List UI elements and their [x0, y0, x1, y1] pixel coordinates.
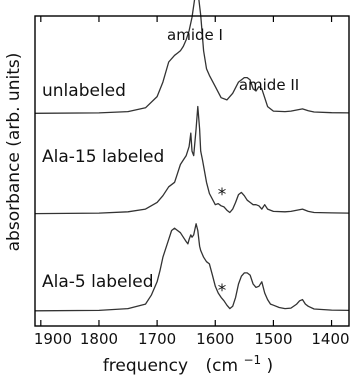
spectrum-line-ala-5-labeled — [34, 223, 350, 312]
series-label-ala-15-labeled: Ala-15 labeled — [42, 147, 164, 167]
x-axis-label-text: frequency — [103, 356, 188, 376]
x-tick-label: 1700 — [138, 330, 176, 348]
x-tick-label: 1400 — [311, 330, 349, 348]
x-axis-unit-open: (cm — [205, 356, 238, 376]
plot-frame — [34, 15, 350, 327]
x-tick-label: 1500 — [254, 330, 292, 348]
x-tick-label: 1600 — [196, 330, 234, 348]
x-tick-label: 1900 — [34, 330, 72, 348]
impurity-marker-asterisk: * — [218, 185, 227, 205]
spectrum-line-unlabeled — [34, 0, 350, 114]
series-labels: unlabeled Ala-15 labeled Ala-5 labeled — [42, 81, 164, 292]
annotation-amide-ii: amide II — [239, 76, 299, 94]
spectrum-line-ala-15-labeled — [34, 105, 350, 215]
x-tick-label: 1800 — [80, 330, 118, 348]
impurity-markers: ** — [218, 185, 227, 301]
x-axis-unit-close: ) — [267, 356, 274, 376]
annotation-amide-i: amide I — [167, 26, 223, 44]
x-axis-label: frequency (cm −1 ) — [103, 349, 273, 376]
series-label-unlabeled: unlabeled — [42, 81, 126, 101]
x-axis-unit-exponent: −1 — [243, 353, 261, 367]
spectra-traces — [34, 0, 350, 312]
impurity-marker-asterisk: * — [218, 281, 227, 301]
y-axis-label: absorbance (arb. units) — [4, 53, 24, 252]
x-axis-ticks: 1900 1800 1700 1600 1500 1400 — [34, 16, 350, 348]
series-label-ala-5-labeled: Ala-5 labeled — [42, 272, 154, 292]
